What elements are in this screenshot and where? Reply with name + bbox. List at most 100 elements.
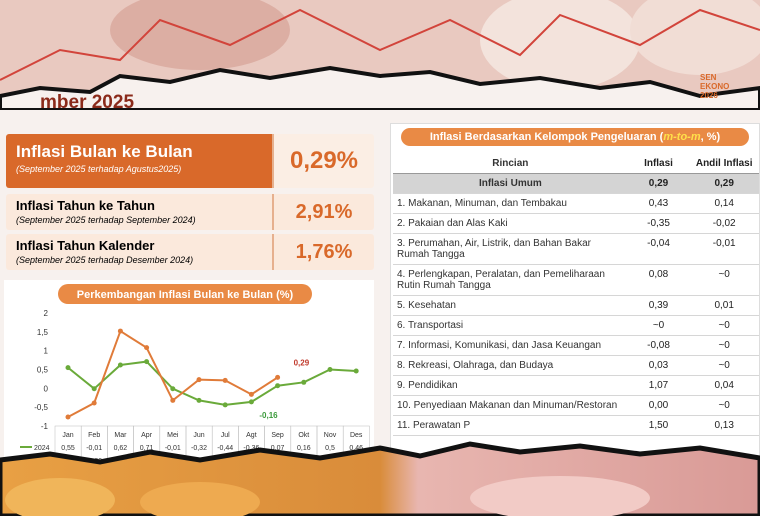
- x-tick-label: Feb: [88, 432, 100, 439]
- table-row: Rincian Inflasi Andil Inflasi: [393, 154, 759, 174]
- point: [144, 345, 150, 351]
- point: [301, 379, 307, 385]
- table-cell: 1. Makanan, Minuman, dan Tembakau: [397, 198, 567, 209]
- table-cell: -0,08: [647, 340, 670, 351]
- y-tick-label: 0: [44, 384, 49, 393]
- table-cell: 9. Pendidikan: [397, 380, 458, 391]
- data-label: 0,62: [114, 445, 128, 452]
- table-cell: 0,29: [648, 178, 669, 189]
- y-tick-label: 1,5: [37, 328, 49, 337]
- table-cell: 6. Transportasi: [397, 320, 464, 331]
- table-cell: ~0: [718, 320, 730, 331]
- card-note: (September 2025 terhadap Agustus2025): [16, 164, 182, 174]
- x-tick-label: Nov: [324, 432, 337, 439]
- table-cell: 0,29: [714, 178, 734, 189]
- data-label: 0,5: [325, 445, 335, 452]
- point: [222, 402, 228, 408]
- logo: SEN EKONO 2026: [700, 73, 729, 100]
- x-tick-label: Mei: [167, 432, 179, 439]
- table-cell: 0,03: [648, 360, 669, 371]
- card-value: 1,76%: [272, 234, 374, 270]
- card: Inflasi Bulan ke Bulan (September 2025 t…: [6, 134, 374, 188]
- logo-text: EKONO: [700, 82, 730, 91]
- table-cell: ~0: [718, 360, 730, 371]
- table-cell: 0,39: [648, 300, 669, 311]
- point: [196, 397, 202, 403]
- subtitle: mber 2025: [40, 92, 135, 113]
- table-cell: ~0: [718, 269, 730, 280]
- data-label: -0,44: [217, 445, 233, 452]
- y-tick-label: -1: [41, 422, 49, 431]
- point: [65, 414, 71, 420]
- data-label: 0,46: [349, 445, 363, 452]
- table-cell: 3. Perumahan, Air, Listrik, dan Bahan Ba…: [397, 238, 591, 260]
- table-cell: 0,13: [714, 420, 734, 431]
- y-tick-label: -0,5: [34, 403, 48, 412]
- table-cell: -0,35: [647, 218, 670, 229]
- data-label: 0,55: [61, 445, 75, 452]
- table-row: 6. Transportasi ~0 ~0: [393, 316, 759, 336]
- point: [275, 374, 281, 380]
- card-note: (September 2025 terhadap September 2024): [16, 215, 196, 225]
- table-cell: 0,08: [648, 269, 669, 280]
- table-row: 1. Makanan, Minuman, dan Tembakau 0,43 0,1…: [393, 194, 759, 214]
- table-row: 9. Pendidikan 1,07 0,04: [393, 376, 759, 396]
- card: Inflasi Tahun ke Tahun (September 2025 t…: [6, 194, 374, 230]
- table-cell: 11. Perawatan P: [397, 420, 471, 431]
- y-tick-label: 2: [44, 309, 49, 318]
- table-row: 7. Informasi, Komunikasi, dan Jasa Keuan…: [393, 336, 759, 356]
- point: [117, 328, 123, 334]
- y-tick-label: 1: [44, 347, 49, 356]
- card-value: 0,29%: [272, 134, 374, 188]
- table-cell: ~0: [718, 340, 730, 351]
- data-label: 0,07: [271, 445, 285, 452]
- table-cell: 4. Perlengkapan, Peralatan, dan Pemeliha…: [397, 269, 605, 291]
- table-title: Inflasi Berdasarkan Kelompok Pengeluaran…: [401, 128, 749, 146]
- table-cell: Inflasi Umum: [478, 178, 542, 189]
- y-tick-label: 0,5: [37, 366, 49, 375]
- data-label: -0,01: [165, 445, 181, 452]
- title-part: , %): [700, 131, 721, 143]
- table-cell: -0,04: [647, 238, 670, 249]
- point: [170, 397, 176, 403]
- table-cell: -0,01: [712, 238, 736, 249]
- table-cell: ~0: [718, 400, 730, 411]
- x-tick-label: Okt: [298, 432, 309, 439]
- card-title: Inflasi Tahun ke Tahun: [16, 198, 155, 213]
- chart-title: Perkembangan Inflasi Bulan ke Bulan (%): [77, 289, 294, 301]
- point: [91, 386, 97, 392]
- table-cell: 1,50: [648, 420, 669, 431]
- data-label: -0,01: [86, 445, 102, 452]
- x-tick-label: Apr: [141, 432, 153, 439]
- x-tick-label: Jul: [221, 432, 230, 439]
- point: [275, 383, 281, 389]
- table-cell: 8. Rekreasi, Olahraga, dan Budaya: [397, 360, 554, 371]
- data-label: 0,16: [297, 445, 311, 452]
- logo-text: 2026: [700, 91, 718, 100]
- series-line: [67, 360, 357, 406]
- table-cell: 2. Pakaian dan Alas Kaki: [397, 218, 508, 229]
- legend-label: 2024: [34, 445, 50, 452]
- table-cell: ~0: [652, 320, 665, 331]
- card-title: Inflasi Tahun Kalender: [16, 238, 155, 253]
- table-panel: Inflasi Berdasarkan Kelompok Pengeluaran…: [390, 123, 760, 465]
- table-cell: 0,14: [714, 198, 734, 209]
- table-cell: 10. Penyediaan Makanan dan Minuman/Resto…: [397, 400, 618, 411]
- card-title: Inflasi Bulan ke Bulan: [16, 142, 193, 161]
- annotation: -0,16: [259, 411, 278, 420]
- title-part: Inflasi Berdasarkan Kelompok Pengeluaran…: [429, 131, 664, 143]
- table-cell: 0,04: [714, 380, 734, 391]
- annotation: 0,29: [294, 358, 310, 367]
- table-row: 4. Perlengkapan, Peralatan, dan Pemeliha…: [393, 265, 759, 296]
- x-tick-label: Mar: [114, 432, 127, 439]
- table-cell: 7. Informasi, Komunikasi, dan Jasa Keuan…: [397, 340, 602, 351]
- x-tick-label: Agt: [246, 432, 257, 439]
- data-label: 0,71: [140, 445, 154, 452]
- logo-text: SEN: [700, 73, 717, 82]
- chart-title-pill: [58, 284, 312, 304]
- table: Rincian Inflasi Andil Inflasi Inflasi Umum 0…: [393, 154, 759, 436]
- bottom-banner: [0, 441, 760, 516]
- table-cell: Andil Inflasi: [695, 158, 753, 169]
- table-cell: 0,00: [648, 400, 669, 411]
